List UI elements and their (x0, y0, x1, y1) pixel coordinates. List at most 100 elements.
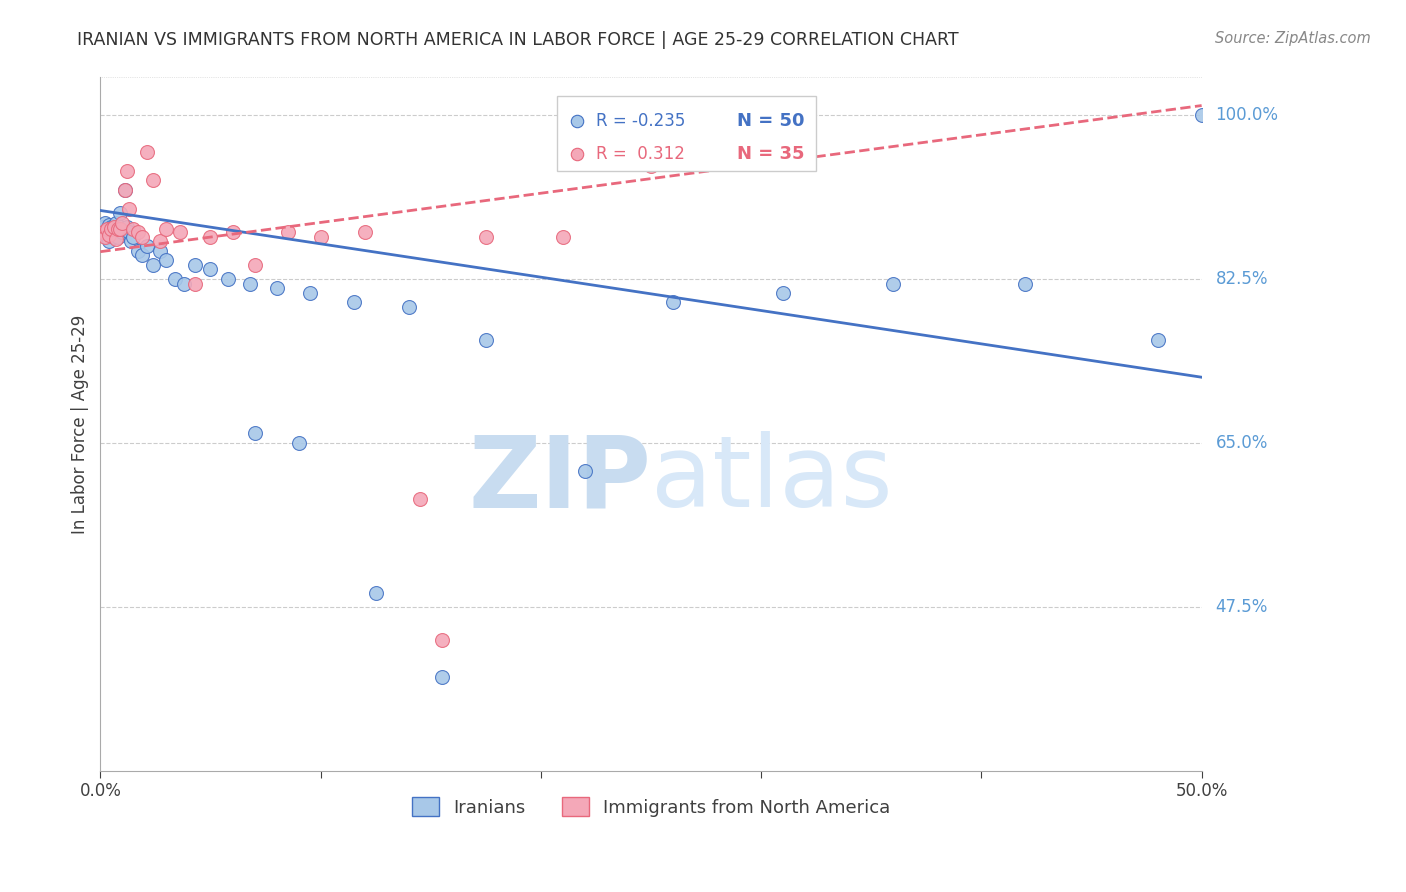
Point (343, 295, 366, 310)
Point (662, 145, 685, 160)
Point (122, 229, 145, 244)
Point (135, 239, 157, 253)
Text: 82.5%: 82.5% (1216, 270, 1268, 288)
Point (103, 222, 125, 236)
Point (94, 216, 117, 230)
Point (574, 464, 596, 478)
Point (91, 220, 114, 235)
Point (94, 229, 117, 244)
Text: R =  0.312: R = 0.312 (596, 145, 685, 162)
Point (115, 164, 138, 178)
Text: ZIP: ZIP (468, 431, 651, 528)
Text: 100.0%: 100.0% (1216, 106, 1278, 124)
Text: 47.5%: 47.5% (1216, 598, 1268, 615)
Legend: Iranians, Immigrants from North America: Iranians, Immigrants from North America (405, 790, 897, 824)
Point (111, 216, 134, 230)
Point (127, 225, 149, 239)
Point (108, 206, 131, 220)
Y-axis label: In Labor Force | Age 25-29: In Labor Force | Age 25-29 (72, 315, 89, 533)
Point (149, 244, 172, 258)
Point (103, 220, 125, 235)
Point (169, 225, 191, 239)
Point (353, 225, 375, 239)
Text: IRANIAN VS IMMIGRANTS FROM NORTH AMERICA IN LABOR FORCE | AGE 25-29 CORRELATION : IRANIAN VS IMMIGRANTS FROM NORTH AMERICA… (77, 31, 959, 49)
Point (122, 222, 145, 236)
Point (96, 222, 118, 236)
Point (155, 222, 177, 236)
Point (662, 295, 685, 310)
Point (98, 219, 121, 233)
Point (155, 253, 177, 268)
Point (91, 225, 114, 239)
Point (1146, 333, 1168, 347)
Point (243, 258, 266, 272)
Point (118, 225, 141, 239)
Point (430, 670, 453, 684)
Point (114, 183, 136, 197)
Point (131, 248, 153, 262)
Point (287, 435, 309, 450)
Point (266, 281, 288, 295)
Point (1043, 211, 1066, 225)
Point (475, 333, 498, 347)
Point (298, 285, 321, 300)
Point (108, 222, 131, 236)
FancyBboxPatch shape (557, 96, 817, 171)
Point (107, 229, 129, 244)
Point (111, 225, 134, 239)
Point (98, 235, 121, 249)
Point (1014, 277, 1036, 291)
Point (96, 222, 118, 236)
Point (114, 183, 136, 197)
Point (100, 222, 122, 236)
Point (1191, 108, 1213, 122)
Point (127, 244, 149, 258)
Point (882, 277, 904, 291)
Point (277, 225, 299, 239)
Point (104, 231, 127, 245)
Point (551, 229, 574, 244)
Point (749, 117, 772, 131)
Point (131, 229, 153, 244)
Text: R = -0.235: R = -0.235 (596, 112, 685, 130)
Point (96, 229, 118, 244)
Point (103, 229, 125, 244)
Point (98, 227, 121, 242)
Point (430, 632, 453, 647)
Point (184, 258, 207, 272)
Point (107, 225, 129, 239)
Point (142, 258, 165, 272)
Point (243, 426, 266, 441)
Text: N = 35: N = 35 (737, 145, 804, 162)
Point (104, 216, 127, 230)
Point (398, 300, 420, 314)
Point (118, 202, 141, 216)
Point (135, 145, 157, 160)
Point (149, 235, 172, 249)
Point (184, 277, 207, 291)
Point (107, 222, 129, 236)
Point (409, 491, 432, 506)
Point (104, 222, 127, 236)
Point (142, 173, 165, 187)
Text: Source: ZipAtlas.com: Source: ZipAtlas.com (1215, 31, 1371, 46)
Point (772, 285, 794, 300)
Point (94, 225, 117, 239)
Point (100, 220, 122, 235)
Point (640, 160, 662, 174)
Point (217, 272, 239, 286)
Point (165, 272, 187, 286)
Point (364, 585, 387, 599)
Point (173, 277, 195, 291)
Point (239, 277, 262, 291)
Point (200, 229, 222, 244)
Text: N = 50: N = 50 (737, 112, 804, 130)
Point (200, 262, 222, 277)
Point (100, 225, 122, 239)
Point (309, 229, 332, 244)
Text: 65.0%: 65.0% (1216, 434, 1268, 452)
Text: atlas: atlas (651, 431, 893, 528)
Point (475, 229, 498, 244)
Point (1043, 167, 1066, 181)
Point (115, 220, 138, 235)
